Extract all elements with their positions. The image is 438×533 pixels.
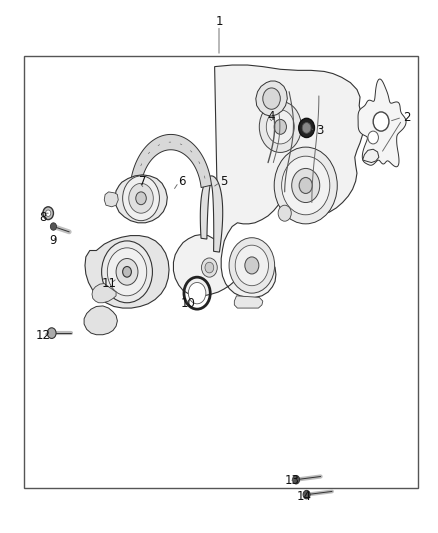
Circle shape <box>263 88 280 109</box>
Text: 11: 11 <box>102 277 117 290</box>
Text: 6: 6 <box>178 175 186 188</box>
Text: 4: 4 <box>268 110 276 123</box>
Circle shape <box>299 118 314 138</box>
Polygon shape <box>130 134 212 188</box>
Circle shape <box>205 262 214 273</box>
Text: 10: 10 <box>181 297 196 310</box>
Polygon shape <box>363 149 379 163</box>
Polygon shape <box>115 175 167 223</box>
Circle shape <box>235 245 268 286</box>
Circle shape <box>50 223 57 230</box>
Text: 9: 9 <box>49 235 57 247</box>
Text: 5: 5 <box>220 175 227 188</box>
Polygon shape <box>358 79 406 167</box>
Circle shape <box>123 266 131 277</box>
Circle shape <box>302 123 311 133</box>
Circle shape <box>188 282 206 304</box>
Circle shape <box>274 119 286 134</box>
Polygon shape <box>256 81 287 116</box>
Circle shape <box>292 168 320 203</box>
Circle shape <box>102 241 152 303</box>
Circle shape <box>43 207 53 220</box>
Circle shape <box>299 177 312 193</box>
Circle shape <box>274 147 337 224</box>
Circle shape <box>47 328 56 338</box>
Circle shape <box>116 259 138 285</box>
Circle shape <box>368 131 378 144</box>
Circle shape <box>282 156 330 215</box>
Circle shape <box>123 176 159 221</box>
Text: 3: 3 <box>316 124 323 137</box>
Polygon shape <box>104 192 118 207</box>
Circle shape <box>46 210 51 216</box>
Text: 1: 1 <box>215 15 223 28</box>
Polygon shape <box>234 296 263 308</box>
Circle shape <box>129 183 153 213</box>
Text: 7: 7 <box>138 175 146 188</box>
Polygon shape <box>85 236 169 308</box>
Circle shape <box>229 238 275 293</box>
Circle shape <box>201 258 217 277</box>
Circle shape <box>303 490 310 499</box>
Circle shape <box>293 475 300 484</box>
Polygon shape <box>200 176 223 252</box>
Polygon shape <box>173 65 364 297</box>
Circle shape <box>107 248 147 296</box>
Polygon shape <box>92 284 116 303</box>
Circle shape <box>136 192 146 205</box>
Text: 2: 2 <box>403 111 411 124</box>
Circle shape <box>266 110 294 144</box>
Text: 14: 14 <box>297 490 312 503</box>
Text: 12: 12 <box>35 329 50 342</box>
Polygon shape <box>84 306 117 335</box>
Circle shape <box>373 112 389 131</box>
Text: 8: 8 <box>39 211 46 224</box>
Bar <box>24 56 418 488</box>
Circle shape <box>259 101 301 152</box>
Circle shape <box>278 205 291 221</box>
Text: 13: 13 <box>285 474 300 487</box>
Circle shape <box>245 257 259 274</box>
